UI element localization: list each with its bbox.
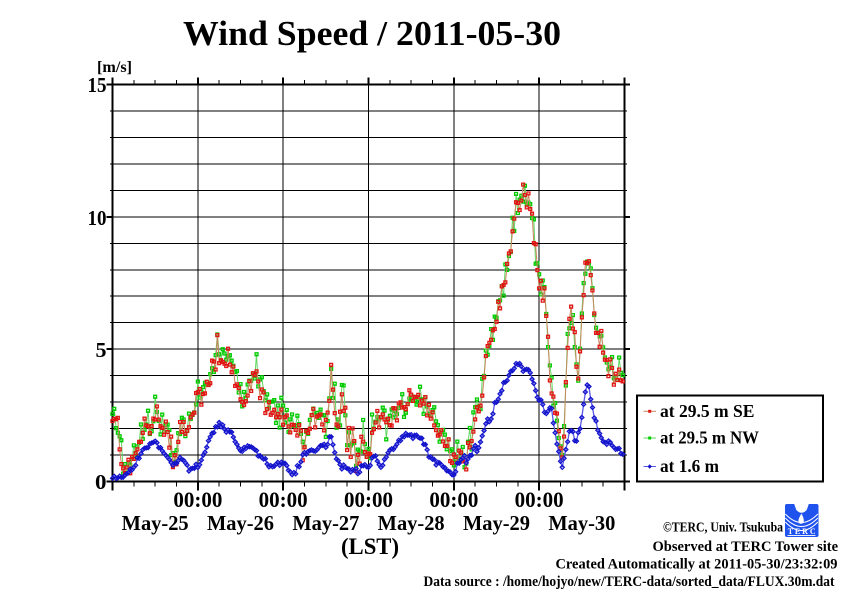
svg-text:May-25: May-25 xyxy=(122,511,189,535)
svg-text:May-29: May-29 xyxy=(463,511,530,535)
svg-text:Wind Speed / 2011-05-30: Wind Speed / 2011-05-30 xyxy=(183,15,561,53)
svg-text:May-30: May-30 xyxy=(548,511,615,535)
svg-text:00:00: 00:00 xyxy=(344,487,393,512)
svg-text:00:00: 00:00 xyxy=(515,487,564,512)
svg-text:00:00: 00:00 xyxy=(259,487,308,512)
svg-text:May-28: May-28 xyxy=(378,511,445,535)
svg-text:(LST): (LST) xyxy=(341,534,399,559)
svg-text:T E R C: T E R C xyxy=(788,526,816,536)
svg-text:at 1.6 m: at 1.6 m xyxy=(660,456,719,476)
svg-text:[m/s]: [m/s] xyxy=(97,59,132,76)
svg-text:Created Automatically at 2011-: Created Automatically at 2011-05-30/23:3… xyxy=(556,557,838,573)
svg-text:May-26: May-26 xyxy=(207,511,274,535)
svg-text:5: 5 xyxy=(96,338,107,362)
svg-text:©TERC, Univ. Tsukuba: ©TERC, Univ. Tsukuba xyxy=(663,520,783,535)
svg-text:Data source : /home/hojyo/new/: Data source : /home/hojyo/new/TERC-data/… xyxy=(424,574,835,590)
svg-text:at 29.5 m SE: at 29.5 m SE xyxy=(660,401,755,421)
svg-text:10: 10 xyxy=(88,206,107,230)
svg-text:15: 15 xyxy=(88,73,107,97)
svg-text:00:00: 00:00 xyxy=(173,487,222,512)
svg-text:May-27: May-27 xyxy=(292,511,359,535)
svg-text:at 29.5 m NW: at 29.5 m NW xyxy=(660,428,759,448)
svg-text:Observed at TERC Tower site: Observed at TERC Tower site xyxy=(653,539,839,555)
svg-text:00:00: 00:00 xyxy=(429,487,478,512)
svg-text:0: 0 xyxy=(95,470,107,494)
